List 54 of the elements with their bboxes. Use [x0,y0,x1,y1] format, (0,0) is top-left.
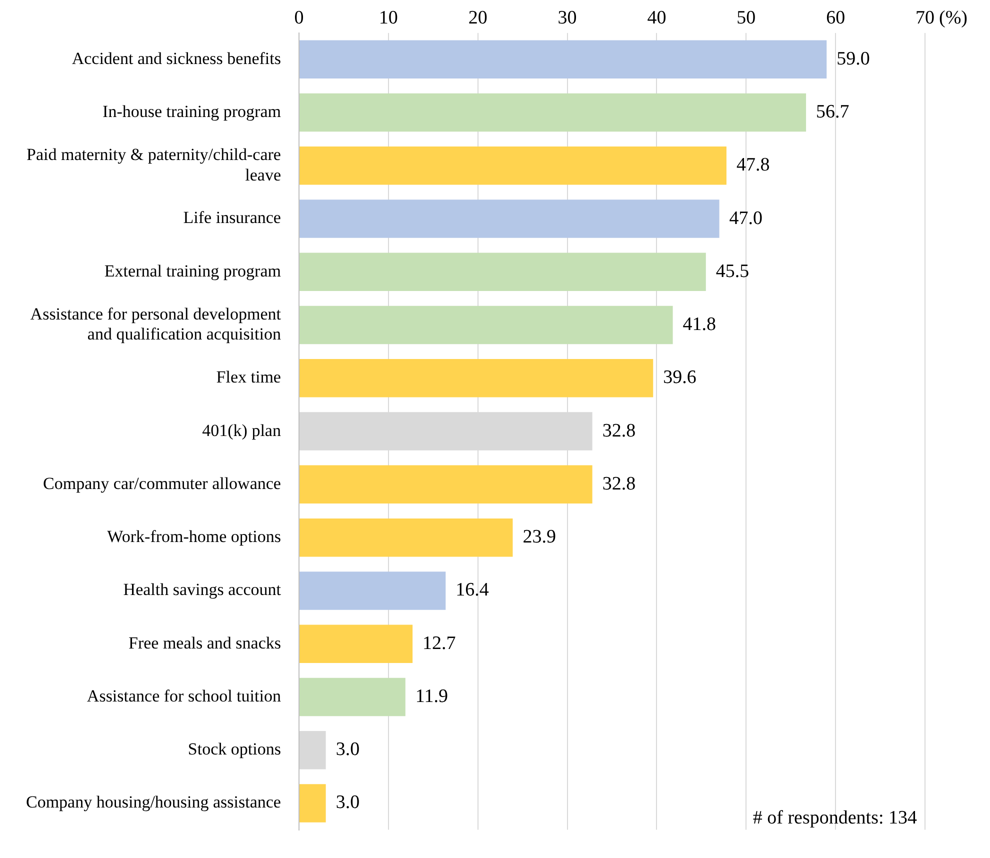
x-tick-label: 60 [826,7,846,28]
data-label: 3.0 [336,792,360,814]
y-tick-label: Assistance for school tuition [86,686,282,706]
y-tick-label: Paid maternity & paternity/child-care leave [26,144,281,184]
data-label: 23.9 [522,526,556,548]
bar [299,624,413,663]
data-label: 32.8 [602,420,636,442]
y-tick-label: Stock options [188,740,281,759]
y-tick-label: Health savings account [123,580,282,600]
x-tick-label: 50 [736,7,756,28]
data-label: 47.0 [729,208,763,229]
data-label: 16.4 [456,580,490,601]
bar [299,252,706,292]
y-tick-label: In-house training program [102,102,281,121]
bar [299,146,726,185]
bar [299,572,446,610]
bar [299,465,592,504]
data-label: 32.8 [602,473,636,494]
data-label: 12.7 [422,632,456,654]
data-label: 45.5 [716,260,750,282]
x-tick-label: 70 [916,7,934,28]
y-tick-label: Flex time [216,368,281,387]
x-tick-label: 40 [647,7,666,28]
data-label: 39.6 [663,367,696,388]
bar [299,678,406,716]
bar [299,359,654,398]
y-tick-label: Free meals and snacks [128,633,281,652]
bar [299,200,720,238]
data-label: 3.0 [336,739,360,760]
x-tick-label: 30 [558,7,577,28]
x-tick-label: 10 [378,7,398,28]
data-label: 56.7 [816,101,850,122]
bar [299,306,673,344]
y-tick-label: External training program [104,261,281,280]
data-label: 11.9 [415,686,448,707]
bar [299,518,513,557]
x-axis-title: (%) [939,7,968,28]
data-label: 47.8 [736,154,770,176]
data-label: 59.0 [836,48,870,70]
data-label: 41.8 [682,314,716,336]
y-tick-label: Accident and sickness benefits [72,48,281,68]
x-tick-label: 20 [468,7,488,28]
bar [299,730,326,770]
y-tick-label: Work-from-home options [107,527,281,546]
annotation: # of respondents: 134 [752,807,918,828]
y-tick-label: Life insurance [183,208,281,228]
y-tick-label: Assistance for personal development and qualification acquisition [30,304,282,344]
y-tick-label: Company car/commuter allowance [43,474,281,493]
y-tick-label: Company housing/housing assistance [26,792,281,812]
y-tick-label: 401(k) plan [202,420,282,440]
x-tick-label: 0 [294,7,304,28]
bar [299,93,806,132]
bar [299,784,326,822]
bar [299,40,827,78]
